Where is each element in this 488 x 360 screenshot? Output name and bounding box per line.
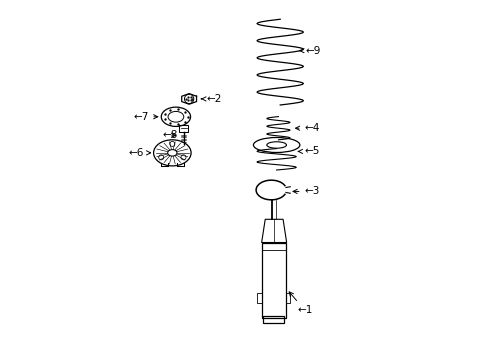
- Text: ←7: ←7: [133, 112, 158, 122]
- Bar: [179, 125, 188, 132]
- Bar: [261, 243, 285, 318]
- Text: ←6: ←6: [128, 148, 150, 158]
- Text: ←1: ←1: [288, 292, 312, 315]
- Text: ←9: ←9: [299, 46, 321, 56]
- Text: ←3: ←3: [292, 186, 319, 197]
- Bar: [257, 293, 261, 303]
- Bar: [285, 293, 290, 303]
- Text: ←8: ←8: [162, 130, 177, 140]
- Text: ←5: ←5: [298, 147, 319, 157]
- Text: ←4: ←4: [295, 123, 319, 133]
- Bar: [263, 316, 283, 323]
- Text: ←2: ←2: [201, 94, 222, 104]
